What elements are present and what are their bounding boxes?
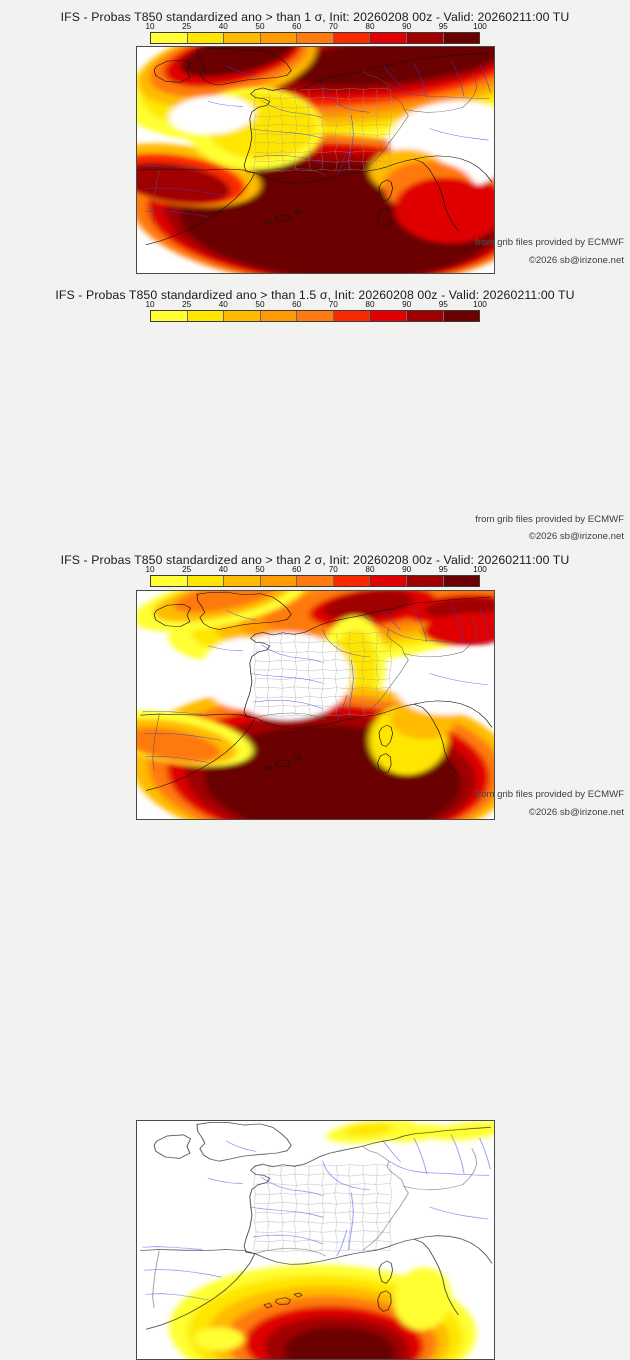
- colorbar-tick-80: 80: [365, 565, 375, 574]
- colorbar-tick-60: 60: [292, 565, 302, 574]
- colorbar-tick-labels: 10 25 40 50 60 70 80 90 95 100: [145, 565, 486, 575]
- colorbar-tick-95: 95: [438, 565, 448, 574]
- colorbar-tick-25: 25: [182, 565, 192, 574]
- colorbar-swatch-6: [370, 33, 407, 43]
- colorbar-tick-90: 90: [402, 300, 412, 309]
- colorbar-tick-40: 40: [218, 300, 228, 309]
- colorbar-tick-labels: 10 25 40 50 60 70 80 90 95 100: [145, 22, 486, 32]
- watermark-source: from grib files provided by ECMWF: [475, 789, 624, 800]
- colorbar-tick-labels: 10 25 40 50 60 70 80 90 95 100: [145, 300, 486, 310]
- colorbar-tick-40: 40: [218, 22, 228, 31]
- colorbar-tick-70: 70: [328, 22, 338, 31]
- colorbar-swatch-3: [260, 576, 298, 586]
- panel-title: IFS - Probas T850 standardized ano > tha…: [60, 553, 570, 567]
- colorbar-swatch-1: [187, 311, 225, 321]
- watermark-copyright: ©2026 sb@irizone.net: [528, 531, 624, 542]
- colorbar-swatch-0: [151, 33, 188, 43]
- colorbar-tick-10: 10: [145, 22, 155, 31]
- colorbar-tick-40: 40: [218, 565, 228, 574]
- colorbar-tick-25: 25: [182, 300, 192, 309]
- colorbar-swatch-2: [224, 311, 261, 321]
- colorbar-swatch-1: [187, 576, 225, 586]
- colorbar-tick-90: 90: [402, 565, 412, 574]
- forecast-panel-2-sigma: IFS - Probas T850 standardized ano > tha…: [0, 543, 630, 1360]
- colorbar-swatch-2: [224, 33, 261, 43]
- colorbar-swatch-4: [297, 33, 334, 43]
- colorbar: 10 25 40 50 60 70 80 90 95 100: [145, 22, 487, 44]
- probability-map-2-sigma[interactable]: [136, 1120, 495, 1360]
- colorbar-tick-10: 10: [145, 300, 155, 309]
- forecast-panel-1-sigma: IFS - Probas T850 standardized ano > tha…: [0, 0, 630, 278]
- colorbar-swatch-4: [297, 576, 334, 586]
- colorbar-tick-50: 50: [255, 565, 265, 574]
- colorbar-tick-100: 100: [473, 22, 487, 31]
- colorbar-tick-50: 50: [255, 22, 265, 31]
- watermark-copyright: ©2026 sb@irizone.net: [528, 255, 624, 266]
- colorbar-swatch-1: [187, 33, 225, 43]
- colorbar-tick-80: 80: [365, 300, 375, 309]
- colorbar-swatch-4: [297, 311, 334, 321]
- panel-title: IFS - Probas T850 standardized ano > tha…: [55, 288, 575, 302]
- forecast-panel-1p5-sigma: IFS - Probas T850 standardized ano > tha…: [0, 278, 630, 820]
- colorbar-tick-100: 100: [473, 565, 487, 574]
- colorbar-tick-95: 95: [438, 22, 448, 31]
- colorbar-tick-60: 60: [292, 300, 302, 309]
- colorbar: 10 25 40 50 60 70 80 90 95 100: [145, 565, 487, 587]
- colorbar-tick-50: 50: [255, 300, 265, 309]
- colorbar-tick-100: 100: [473, 300, 487, 309]
- colorbar-tick-10: 10: [145, 565, 155, 574]
- colorbar-gradient: [150, 575, 480, 587]
- colorbar-swatch-7: [406, 311, 444, 321]
- colorbar-swatch-7: [406, 576, 444, 586]
- colorbar-tick-90: 90: [402, 22, 412, 31]
- colorbar-tick-70: 70: [328, 300, 338, 309]
- colorbar-swatch-6: [370, 311, 407, 321]
- colorbar-swatch-3: [260, 311, 298, 321]
- watermark-source: from grib files provided by ECMWF: [475, 514, 624, 525]
- colorbar-tick-25: 25: [182, 22, 192, 31]
- colorbar-swatch-2: [224, 576, 261, 586]
- watermark-copyright: ©2026 sb@irizone.net: [528, 807, 624, 818]
- colorbar-swatch-7: [406, 33, 444, 43]
- colorbar-gradient: [150, 32, 480, 44]
- colorbar-tick-70: 70: [328, 565, 338, 574]
- colorbar-tick-80: 80: [365, 22, 375, 31]
- colorbar-swatch-0: [151, 311, 188, 321]
- watermark-source: from grib files provided by ECMWF: [475, 237, 624, 248]
- colorbar-swatch-8: [443, 311, 480, 321]
- colorbar-swatch-0: [151, 576, 188, 586]
- colorbar-swatch-8: [443, 33, 480, 43]
- colorbar: 10 25 40 50 60 70 80 90 95 100: [145, 300, 487, 322]
- colorbar-gradient: [150, 310, 480, 322]
- panel-title: IFS - Probas T850 standardized ano > tha…: [60, 10, 570, 24]
- colorbar-swatch-6: [370, 576, 407, 586]
- colorbar-tick-60: 60: [292, 22, 302, 31]
- probability-map-1p5-sigma[interactable]: [136, 590, 495, 820]
- colorbar-swatch-5: [333, 311, 371, 321]
- colorbar-tick-95: 95: [438, 300, 448, 309]
- colorbar-swatch-3: [260, 33, 298, 43]
- colorbar-swatch-5: [333, 576, 371, 586]
- colorbar-swatch-5: [333, 33, 371, 43]
- probability-map-1-sigma[interactable]: [136, 46, 495, 274]
- colorbar-swatch-8: [443, 576, 480, 586]
